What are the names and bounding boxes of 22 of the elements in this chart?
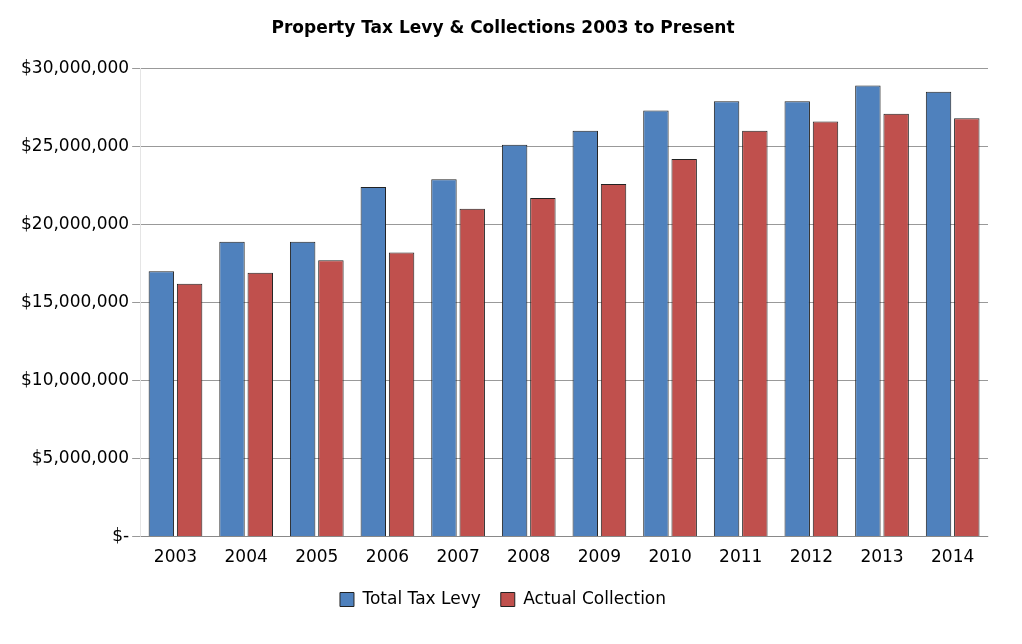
y-tick-label: $20,000,000 — [20, 212, 130, 233]
x-tick-label: 2010 — [648, 546, 692, 567]
x-tick-label: 2009 — [577, 546, 622, 567]
x-tick-label: 2012 — [789, 546, 833, 567]
x-tick-label: 2007 — [436, 546, 480, 567]
y-tick-label: $30,000,000 — [20, 56, 130, 77]
chart-title: Property Tax Levy & Collections 2003 to Present — [271, 16, 735, 37]
y-tick-label: $25,000,000 — [20, 134, 130, 155]
x-tick-label: 2011 — [719, 546, 763, 567]
x-tick-label: 2004 — [224, 546, 268, 567]
x-tick-label: 2014 — [931, 546, 975, 567]
x-tick-label: 2005 — [295, 546, 339, 567]
y-tick-label: $10,000,000 — [20, 368, 130, 389]
legend-label: Actual Collection — [523, 587, 667, 608]
y-tick-label: $- — [112, 525, 130, 546]
legend-label: Total Tax Levy — [361, 587, 481, 608]
x-tick-label: 2008 — [507, 546, 551, 567]
x-tick-label: 2003 — [153, 546, 198, 567]
x-tick-label: 2006 — [365, 546, 410, 567]
y-tick-label: $15,000,000 — [20, 290, 130, 311]
y-tick-label: $5,000,000 — [31, 446, 130, 467]
x-tick-label: 2013 — [860, 546, 904, 567]
